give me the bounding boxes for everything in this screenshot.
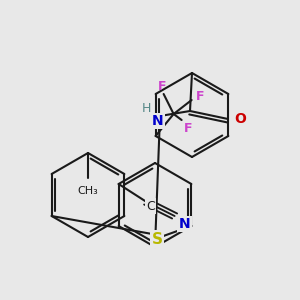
- Text: H: H: [141, 103, 151, 116]
- Text: S: S: [152, 232, 163, 247]
- Text: C: C: [146, 200, 155, 212]
- Text: CH₃: CH₃: [78, 186, 98, 196]
- Text: F: F: [195, 89, 204, 103]
- Text: N: N: [179, 217, 190, 231]
- Text: N: N: [152, 114, 164, 128]
- Text: F: F: [158, 80, 166, 94]
- Text: O: O: [234, 112, 246, 126]
- Text: F: F: [183, 122, 192, 134]
